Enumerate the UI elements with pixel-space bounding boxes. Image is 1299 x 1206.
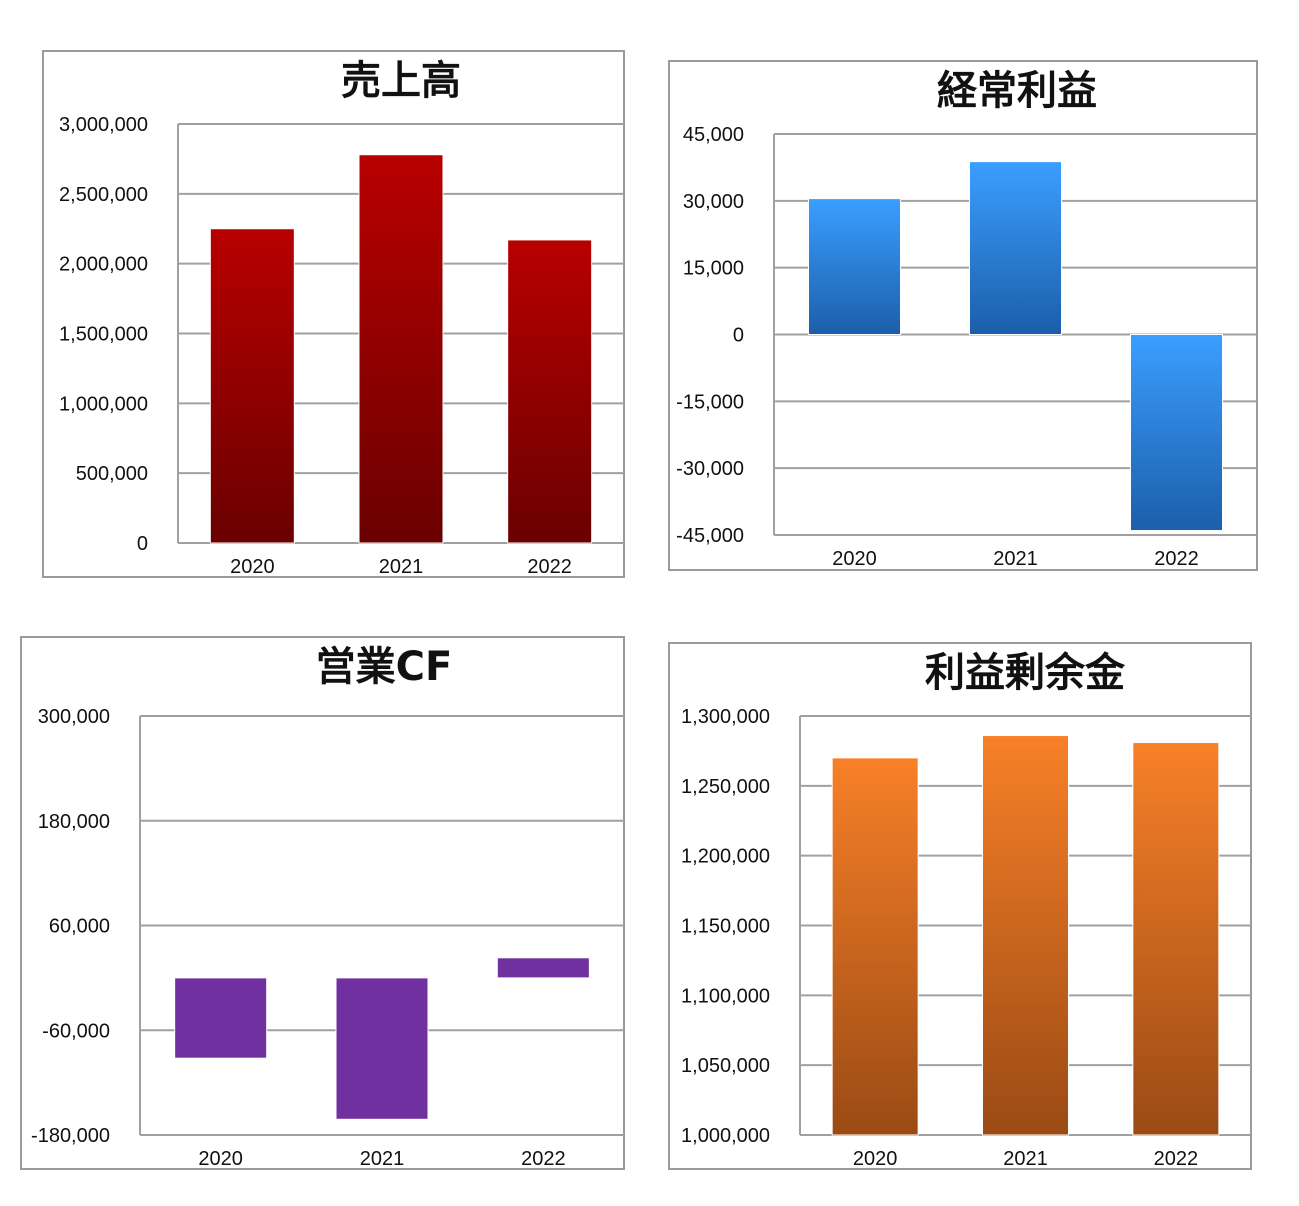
y-tick-label: -180,000	[31, 1125, 110, 1147]
chart-panel-operating-cf: 営業CF -180,000 -60,000 60,000 180,000 300,000…	[20, 636, 625, 1170]
x-tick-label: 2022	[521, 1148, 566, 1170]
chart-panel-retained-earnings: 利益剰余金 1,000,000 1,050,000 1,100,000 1,150,0…	[668, 642, 1252, 1170]
y-tick-label: -60,000	[42, 1020, 110, 1042]
x-tick-label: 2021	[360, 1148, 405, 1170]
y-tick-label: 1,150,000	[681, 916, 770, 938]
chart-retained-earnings: 利益剰余金 1,000,000 1,050,000 1,100,000 1,150,0…	[681, 650, 1251, 1170]
chart-ordinary-profit: 経常利益 -45,000 -30,000 -15,000 0 15,000 30,000 4…	[676, 68, 1257, 570]
x-tick-label: 2020	[832, 548, 877, 570]
y-tick-label: 1,100,000	[681, 985, 770, 1007]
bar-2021	[969, 161, 1062, 335]
y-tick-label: 0	[733, 325, 744, 347]
y-tick-label: 15,000	[683, 258, 744, 280]
chart-panel-sales: 売上高 0 500,000 1,000,000 1,500,000 2,000,000 2…	[42, 50, 625, 578]
x-tick-label: 2020	[853, 1148, 898, 1170]
y-tick-label: 60,000	[49, 916, 110, 938]
bar-2022	[496, 957, 590, 979]
y-tick-label: -15,000	[676, 391, 744, 413]
bar-2021	[982, 735, 1069, 1136]
y-tick-label: 3,000,000	[59, 114, 148, 136]
bar-2022	[1130, 334, 1223, 532]
bar-2022	[507, 239, 593, 544]
bar-2021	[358, 154, 444, 544]
y-tick-label: 2,500,000	[59, 184, 148, 206]
y-tick-label: 1,200,000	[681, 846, 770, 868]
x-tick-label: 2022	[527, 556, 572, 578]
chart-title: 営業CF	[316, 644, 453, 690]
chart-operating-cf: 営業CF -180,000 -60,000 60,000 180,000 300,000…	[31, 644, 624, 1170]
bar-2020	[174, 977, 268, 1059]
x-tick-label: 2022	[1154, 1148, 1199, 1170]
chart-title: 経常利益	[937, 68, 1097, 114]
x-tick-label: 2021	[1003, 1148, 1048, 1170]
y-tick-label: 0	[137, 533, 148, 555]
x-tick-label: 2021	[993, 548, 1038, 570]
y-tick-label: 2,000,000	[59, 254, 148, 276]
chart-title: 売上高	[341, 58, 461, 104]
y-tick-label: 1,500,000	[59, 324, 148, 346]
y-tick-label: 30,000	[683, 191, 744, 213]
x-tick-label: 2021	[379, 556, 424, 578]
y-tick-label: 1,050,000	[681, 1055, 770, 1077]
bar-2020	[209, 228, 295, 544]
y-tick-label: 1,300,000	[681, 706, 770, 728]
y-tick-label: -45,000	[676, 525, 744, 547]
x-tick-label: 2020	[198, 1148, 243, 1170]
chart-panel-ordinary-profit: 経常利益 -45,000 -30,000 -15,000 0 15,000 30,000 4…	[668, 60, 1258, 571]
y-tick-label: 180,000	[38, 811, 110, 833]
y-tick-label: 500,000	[76, 463, 148, 485]
chart-sales: 売上高 0 500,000 1,000,000 1,500,000 2,000,000 2…	[59, 58, 624, 578]
y-tick-label: 300,000	[38, 706, 110, 728]
y-tick-label: 1,250,000	[681, 776, 770, 798]
y-tick-label: 1,000,000	[681, 1125, 770, 1147]
x-tick-label: 2022	[1154, 548, 1199, 570]
bar-2022	[1132, 742, 1220, 1136]
bar-2020	[808, 198, 901, 335]
bar-2021	[335, 977, 429, 1120]
bar-2020	[831, 757, 919, 1136]
chart-title: 利益剰余金	[925, 650, 1126, 696]
y-tick-label: 1,000,000	[59, 393, 148, 415]
y-tick-label: 45,000	[683, 124, 744, 146]
x-tick-label: 2020	[230, 556, 274, 578]
y-tick-label: -30,000	[676, 458, 744, 480]
